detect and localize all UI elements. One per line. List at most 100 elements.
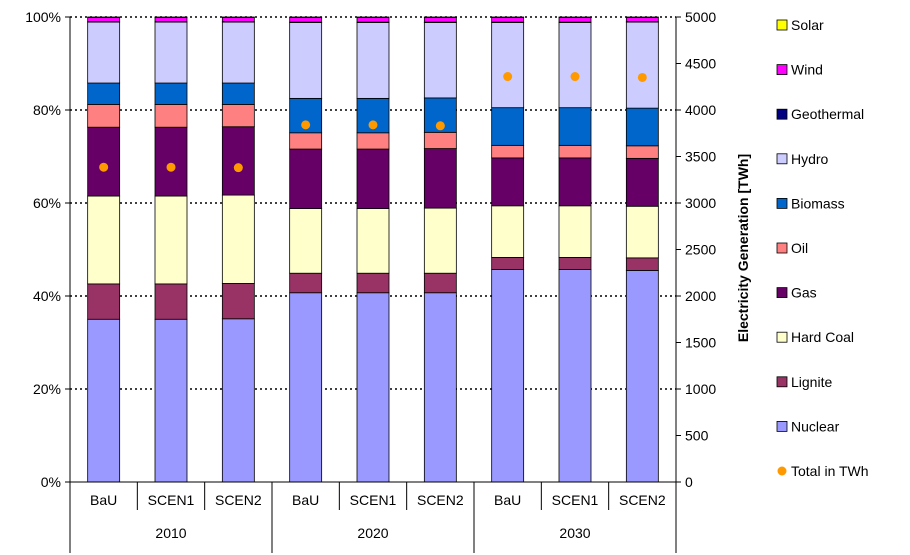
left-tick-label: 20% — [33, 381, 61, 397]
bar-segment-nuclear — [154, 318, 188, 483]
legend-label: Nuclear — [791, 418, 840, 434]
bar-segment-hard-coal — [154, 195, 188, 285]
left-tick-label: 60% — [33, 195, 61, 211]
left-tick-label: 100% — [25, 9, 61, 25]
legend-swatch — [776, 197, 788, 209]
bar-segment-nuclear — [289, 292, 323, 483]
x-category-label: SCEN1 — [350, 492, 397, 508]
left-tick-label: 0% — [41, 474, 61, 490]
legend-swatch — [776, 153, 788, 165]
bar-segment-lignite — [625, 257, 659, 271]
x-category-label: BaU — [292, 492, 319, 508]
x-category-label: BaU — [90, 492, 117, 508]
bar-segment-wind — [558, 17, 592, 23]
bar-segment-oil — [491, 144, 525, 159]
bar-segment-wind — [221, 17, 255, 23]
bar-segment-hard-coal — [356, 208, 390, 274]
bar-segment-gas — [625, 157, 659, 207]
bar-segment-oil — [289, 132, 323, 150]
bar-segment-nuclear — [221, 318, 255, 483]
bar-segment-oil — [87, 104, 121, 128]
bar-segment-hydro — [356, 22, 390, 99]
x-category-label: SCEN2 — [215, 492, 262, 508]
bar-segment-oil — [221, 104, 255, 128]
bar-segment-lignite — [423, 272, 457, 294]
bar-segment-hydro — [491, 22, 525, 109]
legend-label: Hard Coal — [791, 329, 854, 345]
bar-segment-oil — [356, 132, 390, 150]
right-tick-label: 2500 — [685, 242, 716, 258]
legend-label: Geothermal — [791, 106, 864, 122]
bar-segment-gas — [356, 148, 390, 209]
legend-label: Wind — [791, 62, 823, 78]
total-marker — [435, 121, 445, 131]
bar-segment-nuclear — [423, 292, 457, 483]
x-group-label: 2010 — [155, 525, 186, 541]
bar-segment-gas — [491, 157, 525, 207]
total-marker — [637, 72, 647, 82]
bar-segment-gas — [221, 126, 255, 196]
legend-label: Oil — [791, 240, 808, 256]
bar-segment-nuclear — [87, 318, 121, 483]
stacked-bars — [87, 16, 659, 483]
bar-segment-hydro — [558, 22, 592, 109]
x-category-label: BaU — [494, 492, 521, 508]
x-category-label: SCEN1 — [552, 492, 599, 508]
bar-segment-gas — [558, 157, 592, 207]
bar-segment-oil — [154, 104, 188, 128]
total-marker — [301, 120, 311, 130]
total-marker — [99, 162, 109, 172]
bar-segment-lignite — [289, 272, 323, 294]
total-marker — [233, 163, 243, 173]
bar-segment-hard-coal — [558, 205, 592, 258]
legend-label: Hydro — [791, 151, 829, 167]
total-marker — [503, 72, 513, 82]
legend-swatch — [776, 19, 788, 31]
bar-segment-hydro — [625, 21, 659, 109]
left-tick-label: 80% — [33, 102, 61, 118]
bar-segment-hard-coal — [423, 207, 457, 274]
bar-segment-oil — [558, 144, 592, 159]
right-tick-label: 2000 — [685, 288, 716, 304]
bar-segment-gas — [154, 126, 188, 197]
bar-segment-gas — [423, 148, 457, 209]
bar-segment-lignite — [558, 257, 592, 270]
legend-marker — [777, 466, 787, 476]
legend-swatch — [776, 242, 788, 254]
legend-label: Total in TWh — [791, 463, 869, 479]
bar-segment-nuclear — [625, 270, 659, 483]
bar-segment-lignite — [491, 257, 525, 270]
bar-segment-biomass — [87, 82, 121, 105]
right-axis-label: Electricity Generation [TWh] — [735, 154, 751, 342]
legend-swatch — [776, 376, 788, 388]
right-tick-label: 4500 — [685, 56, 716, 72]
legend-swatch — [776, 64, 788, 75]
bar-segment-oil — [423, 131, 457, 149]
right-tick-label: 5000 — [685, 9, 716, 25]
bar-segment-hydro — [221, 21, 255, 84]
bar-segment-hard-coal — [491, 205, 525, 258]
total-marker — [166, 162, 176, 172]
bar-segment-nuclear — [491, 269, 525, 483]
bar-segment-oil — [625, 145, 659, 159]
bar-segment-lignite — [356, 272, 390, 294]
x-group-label: 2030 — [559, 525, 590, 541]
total-marker — [368, 120, 378, 130]
bar-segment-biomass — [154, 82, 188, 105]
right-axis-ticks: 0 500 1000 1500 2000 2500 3000 3500 4000 4500 5000 — [676, 9, 716, 490]
legend-swatch — [776, 287, 788, 299]
bar-segment-hydro — [289, 22, 323, 99]
legend-label: Biomass — [791, 195, 845, 211]
bar-segment-wind — [491, 17, 525, 23]
legend-label: Gas — [791, 285, 817, 301]
left-tick-label: 40% — [33, 288, 61, 304]
bar-segment-hard-coal — [221, 194, 255, 284]
bar-segment-hard-coal — [87, 195, 121, 285]
right-tick-label: 500 — [685, 428, 709, 444]
legend-swatch — [776, 331, 788, 343]
right-tick-label: 4000 — [685, 102, 716, 118]
right-tick-label: 0 — [685, 474, 693, 490]
x-category-label: SCEN2 — [619, 492, 666, 508]
right-tick-label: 1500 — [685, 335, 716, 351]
